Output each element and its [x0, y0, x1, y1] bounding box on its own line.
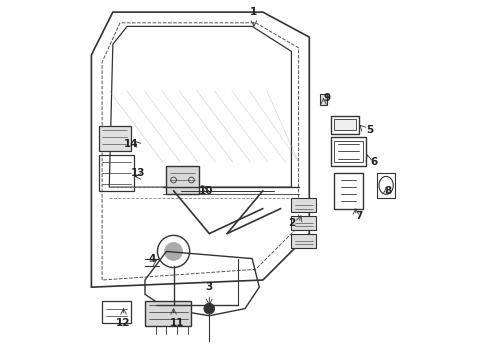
Text: 13: 13: [130, 168, 145, 178]
Polygon shape: [167, 166, 198, 194]
Circle shape: [165, 243, 182, 260]
Polygon shape: [320, 94, 327, 105]
Polygon shape: [292, 198, 317, 212]
Polygon shape: [334, 119, 356, 130]
Text: 5: 5: [367, 125, 374, 135]
Text: 7: 7: [356, 211, 363, 221]
Polygon shape: [98, 126, 131, 152]
Text: 10: 10: [198, 186, 213, 196]
Text: 3: 3: [206, 282, 213, 292]
Text: 12: 12: [116, 318, 131, 328]
Text: 6: 6: [370, 157, 377, 167]
Polygon shape: [145, 301, 192, 327]
Polygon shape: [292, 216, 317, 230]
Circle shape: [204, 303, 215, 314]
Polygon shape: [292, 234, 317, 248]
Text: 1: 1: [250, 7, 258, 17]
Text: 11: 11: [170, 318, 184, 328]
Text: 4: 4: [148, 253, 156, 264]
Text: 8: 8: [384, 186, 392, 196]
Text: 14: 14: [123, 139, 138, 149]
Text: 9: 9: [323, 93, 331, 103]
Text: 2: 2: [288, 218, 295, 228]
